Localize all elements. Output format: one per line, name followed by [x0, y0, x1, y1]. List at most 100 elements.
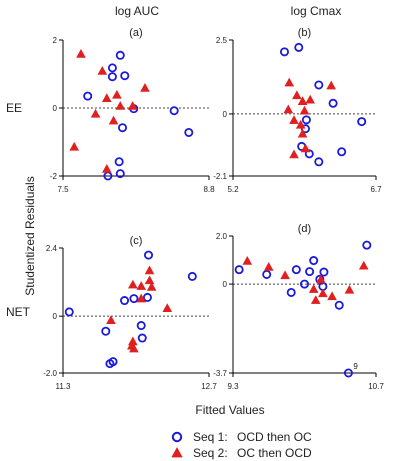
seq2-point — [140, 83, 150, 92]
legend: Seq 1: OCD then OC Seq 2: OC then OCD — [171, 430, 312, 460]
x-tick-label: 7.5 — [57, 185, 69, 194]
seq1-point — [309, 256, 319, 266]
seq2-point — [108, 115, 119, 125]
seq2-point — [300, 143, 311, 153]
seq2-point — [129, 343, 139, 353]
panel-3: 2.4 0 -2.0 11.3 12.7 (c) — [43, 235, 217, 391]
legend-entry-seq2: Seq 2: OC then OCD — [171, 446, 312, 460]
seq1-point — [304, 149, 314, 159]
seq2-point — [144, 265, 155, 275]
seq2-point — [344, 284, 355, 294]
seq1-point — [115, 169, 125, 179]
seq2-point — [136, 293, 147, 303]
seq2-point — [101, 163, 112, 173]
seq2-point — [289, 149, 299, 159]
seq1-point — [184, 127, 194, 137]
seq1-point — [187, 271, 197, 281]
panel-label: (b) — [298, 27, 311, 39]
y-tick-label: 0 — [223, 110, 228, 119]
seq2-point — [305, 94, 316, 104]
legend-seq2-key: Seq 2: — [193, 446, 228, 460]
seq2-point — [297, 128, 308, 138]
seq1-point — [120, 71, 130, 81]
seq2-point — [310, 295, 321, 304]
seq2-point — [127, 101, 138, 110]
seq1-point — [357, 117, 367, 127]
seq2-point — [69, 141, 80, 151]
seq1-point — [314, 157, 324, 167]
seq1-point — [137, 333, 147, 343]
panel-4: 2.0 0 -3.79.3 10.7 (d) 9 — [213, 223, 384, 391]
x-tick-label: 10.7 — [368, 382, 384, 391]
seq1-point — [334, 300, 344, 310]
legend-seq1-desc: OCD then OC — [237, 430, 312, 444]
seq1-point — [262, 269, 272, 279]
seq2-point — [283, 104, 294, 114]
x-tick-label: 11.3 — [56, 382, 72, 391]
seq1-point — [64, 307, 74, 317]
seq1-point — [300, 124, 310, 134]
y-tick-label: 0 — [223, 280, 228, 289]
legend-seq2-desc: OC then OCD — [237, 446, 312, 460]
x-tick-label: 12.7 — [201, 382, 217, 391]
seq1-point — [234, 265, 244, 275]
panel-label: (d) — [298, 223, 311, 235]
seq1-point — [107, 72, 117, 82]
seq2-point — [297, 96, 308, 105]
seq2-point — [106, 315, 116, 324]
seq2-point — [358, 260, 369, 270]
y-tick-label: -3.7 — [213, 369, 227, 378]
seq1-point — [129, 294, 139, 304]
seq1-point — [115, 50, 125, 60]
panels: 2 0 -2 7.5 8.8 (a) 2.5 0 -2.15.2 6.7 (b) 2.4 0 -2.0 11… — [43, 27, 384, 391]
seq1-point — [107, 63, 117, 73]
seq2-point — [292, 90, 302, 100]
legend-seq1-key: Seq 1: — [193, 430, 228, 444]
seq2-point — [144, 275, 155, 285]
seq2-point — [308, 284, 319, 293]
x-axis-title: Fitted Values — [195, 403, 264, 417]
panel-2: 2.5 0 -2.15.2 6.7 (b) — [213, 27, 382, 194]
seq2-point — [128, 279, 138, 289]
seq2-point — [316, 274, 326, 284]
y-tick-label: 2.0 — [216, 232, 228, 241]
seq1-point — [279, 47, 289, 57]
seq1-point — [299, 279, 309, 289]
seq2-point — [299, 105, 310, 115]
seq2-point — [326, 80, 337, 90]
seq2-point — [318, 288, 328, 298]
seq1-point — [319, 267, 329, 277]
seq1-point — [136, 321, 146, 331]
seq1-point — [108, 357, 118, 367]
panel-label: (c) — [130, 235, 143, 247]
x-tick-label: 6.7 — [370, 185, 382, 194]
y-tick-label: -2 — [50, 172, 58, 181]
seq1-point — [301, 115, 311, 125]
seq1-point — [343, 368, 353, 378]
seq1-point — [142, 292, 152, 302]
seq2-point — [136, 281, 147, 290]
y-tick-label: -2.1 — [213, 172, 227, 181]
legend-circle-marker — [171, 431, 183, 443]
seq2-point — [76, 49, 86, 58]
seq2-point — [263, 262, 274, 271]
x-tick-label: 5.2 — [227, 185, 239, 194]
row-label-net: NET — [6, 305, 31, 319]
seq2-point — [327, 291, 337, 301]
panel-1: 2 0 -2 7.5 8.8 (a) — [50, 27, 215, 194]
seq2-point — [289, 115, 299, 124]
y-tick-label: -2.0 — [43, 369, 57, 378]
row-label-ee: EE — [6, 101, 22, 115]
y-tick-label: 2.4 — [46, 244, 58, 253]
point-annotation: 9 — [353, 362, 358, 371]
seq2-point — [90, 108, 101, 118]
seq1-point — [120, 296, 130, 306]
seq2-point — [146, 281, 157, 291]
seq1-point — [101, 326, 111, 336]
seq1-point — [337, 147, 347, 157]
seq2-point — [280, 270, 290, 280]
seq1-point — [362, 240, 372, 250]
seq1-point — [118, 123, 128, 133]
seq1-point — [83, 91, 93, 101]
seq2-point — [284, 77, 295, 87]
